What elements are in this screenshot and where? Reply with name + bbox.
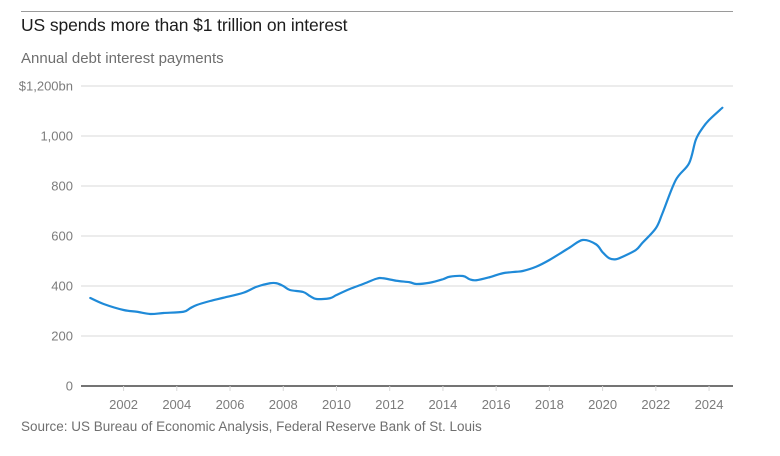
top-rule	[21, 11, 733, 12]
y-tick-label: 1,000	[40, 129, 73, 144]
x-tick-label: 2018	[535, 397, 564, 412]
x-tick-label: 2006	[216, 397, 245, 412]
x-tick-label: 2022	[641, 397, 670, 412]
y-tick-label: $1,200bn	[19, 79, 73, 94]
y-tick-label: 0	[66, 379, 73, 394]
x-tick-label: 2010	[322, 397, 351, 412]
chart-title: US spends more than $1 trillion on inter…	[21, 15, 348, 35]
x-tick-label: 2002	[109, 397, 138, 412]
x-tick-label: 2016	[482, 397, 511, 412]
source-note: Source: US Bureau of Economic Analysis, …	[21, 419, 482, 434]
y-tick-label: 600	[51, 229, 73, 244]
x-tick-label: 2024	[695, 397, 724, 412]
x-tick-label: 2020	[588, 397, 617, 412]
series-line	[89, 106, 724, 316]
y-axis-tick-labels: 0 200 400 600 800 1,000 $1,200bn	[19, 79, 73, 394]
x-tick-label: 2004	[162, 397, 191, 412]
x-axis: 2002 2004 2006 2008 2010 2012 2014 2016 2018 2020…	[81, 385, 733, 412]
chart-subtitle: Annual debt interest payments	[21, 50, 224, 67]
series-layer	[89, 106, 724, 316]
y-tick-label: 400	[51, 279, 73, 294]
y-tick-label: 800	[51, 179, 73, 194]
x-tick-label: 2008	[269, 397, 298, 412]
y-tick-label: 200	[51, 329, 73, 344]
gridlines	[81, 85, 733, 337]
x-tick-label: 2012	[375, 397, 404, 412]
x-tick-label: 2014	[428, 397, 457, 412]
